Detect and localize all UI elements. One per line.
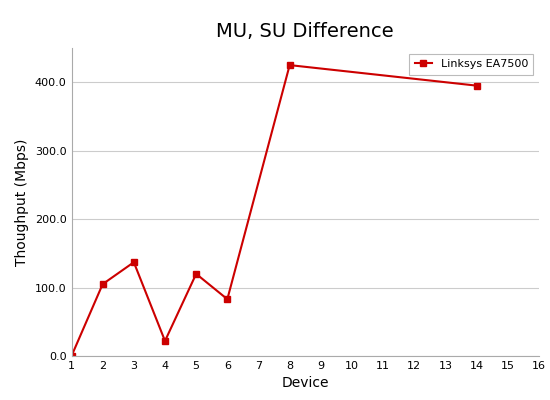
Linksys EA7500 — [162, 338, 168, 343]
Linksys EA7500 — [68, 354, 75, 358]
Linksys EA7500 — [474, 83, 480, 88]
Linksys EA7500 — [100, 282, 106, 286]
Linksys EA7500 — [193, 272, 200, 276]
Line: Linksys EA7500: Linksys EA7500 — [68, 62, 480, 360]
Legend: Linksys EA7500: Linksys EA7500 — [409, 54, 534, 75]
Title: MU, SU Difference: MU, SU Difference — [217, 22, 394, 41]
Linksys EA7500 — [287, 63, 293, 68]
Linksys EA7500 — [130, 260, 137, 265]
Y-axis label: Thoughput (Mbps): Thoughput (Mbps) — [15, 138, 29, 266]
Linksys EA7500 — [224, 297, 230, 302]
X-axis label: Device: Device — [282, 376, 329, 390]
